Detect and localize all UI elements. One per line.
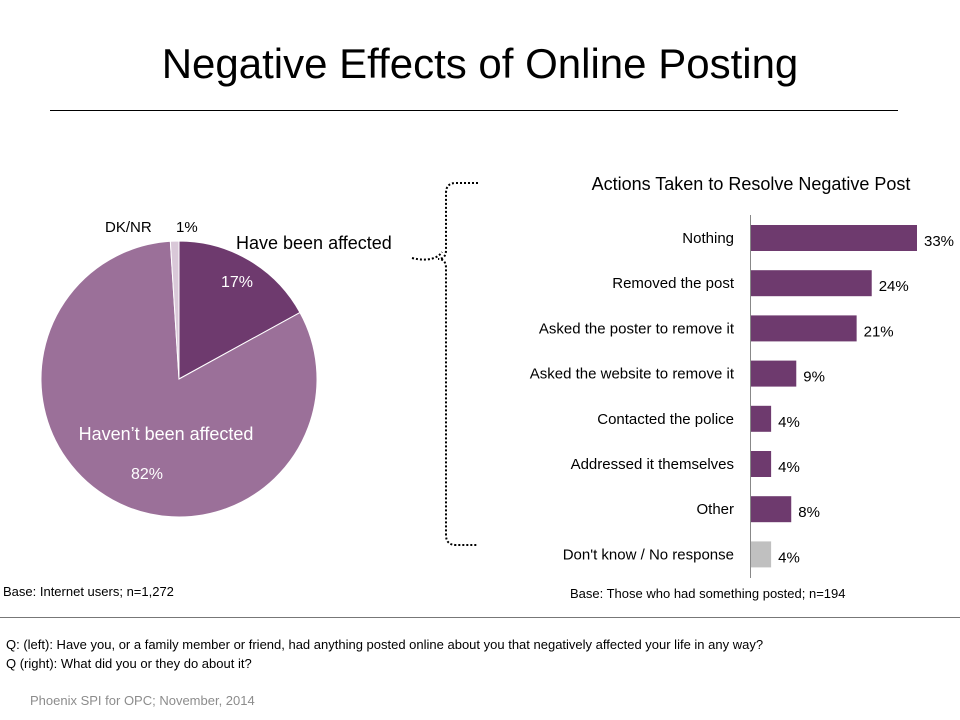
- base-note-right: Base: Those who had something posted; n=…: [570, 586, 846, 601]
- pie-value-dknr: 1%: [176, 219, 198, 236]
- bar-0: [751, 225, 917, 251]
- bar-4: [751, 405, 772, 432]
- bar-value-label: 8%: [798, 504, 820, 521]
- bar-value-label: 33%: [924, 233, 954, 250]
- bar-7: [751, 541, 772, 568]
- bar-category-label: Nothing: [682, 230, 734, 247]
- bracket: [437, 182, 478, 546]
- bar-value-label: 4%: [778, 549, 800, 566]
- bar-value-label: 24%: [879, 278, 909, 295]
- bar-category-label: Asked the website to remove it: [530, 366, 735, 383]
- footer-divider: [0, 617, 960, 618]
- question-right: Q (right): What did you or they do about…: [6, 656, 252, 671]
- bar-category-label: Asked the poster to remove it: [539, 320, 735, 337]
- pie-value-not-affected: 82%: [131, 466, 163, 483]
- question-left: Q: (left): Have you, or a family member …: [6, 637, 764, 652]
- pie-chart: [40, 240, 318, 518]
- pie-label-not-affected: Haven’t been affected: [79, 424, 254, 444]
- bar-value-label: 21%: [864, 323, 894, 340]
- bar-category-label: Removed the post: [612, 275, 735, 292]
- bar-chart: Nothing 33% Removed the post 24% Asked the p…: [530, 225, 954, 568]
- bar-5: [751, 451, 772, 477]
- pie-label-dknr: DK/NR: [105, 219, 152, 236]
- bar-value-label: 4%: [778, 459, 800, 476]
- title-divider: [50, 110, 898, 111]
- pie-slice-dknr: [169, 240, 180, 380]
- bar-category-label: Addressed it themselves: [571, 456, 734, 473]
- bar-category-label: Don't know / No response: [563, 546, 734, 563]
- bar-chart-title: Actions Taken to Resolve Negative Post: [592, 174, 911, 194]
- bar-category-label: Other: [696, 501, 734, 518]
- connector-line: [411, 251, 443, 261]
- pie-label-affected: Have been affected: [236, 233, 392, 253]
- bar-1: [751, 270, 872, 297]
- base-note-left: Base: Internet users; n=1,272: [3, 584, 174, 599]
- bar-2: [751, 315, 857, 342]
- page-title: Negative Effects of Online Posting: [161, 40, 799, 87]
- bar-3: [751, 360, 797, 387]
- bar-value-label: 9%: [803, 369, 825, 386]
- bar-6: [751, 496, 792, 523]
- pie-slice-not-affected: [40, 240, 318, 518]
- bar-category-label: Contacted the police: [597, 411, 734, 428]
- pie-value-affected: 17%: [221, 274, 253, 291]
- pie-slice-affected: [178, 240, 301, 380]
- bar-value-label: 4%: [778, 414, 800, 431]
- source-note: Phoenix SPI for OPC; November, 2014: [30, 693, 255, 708]
